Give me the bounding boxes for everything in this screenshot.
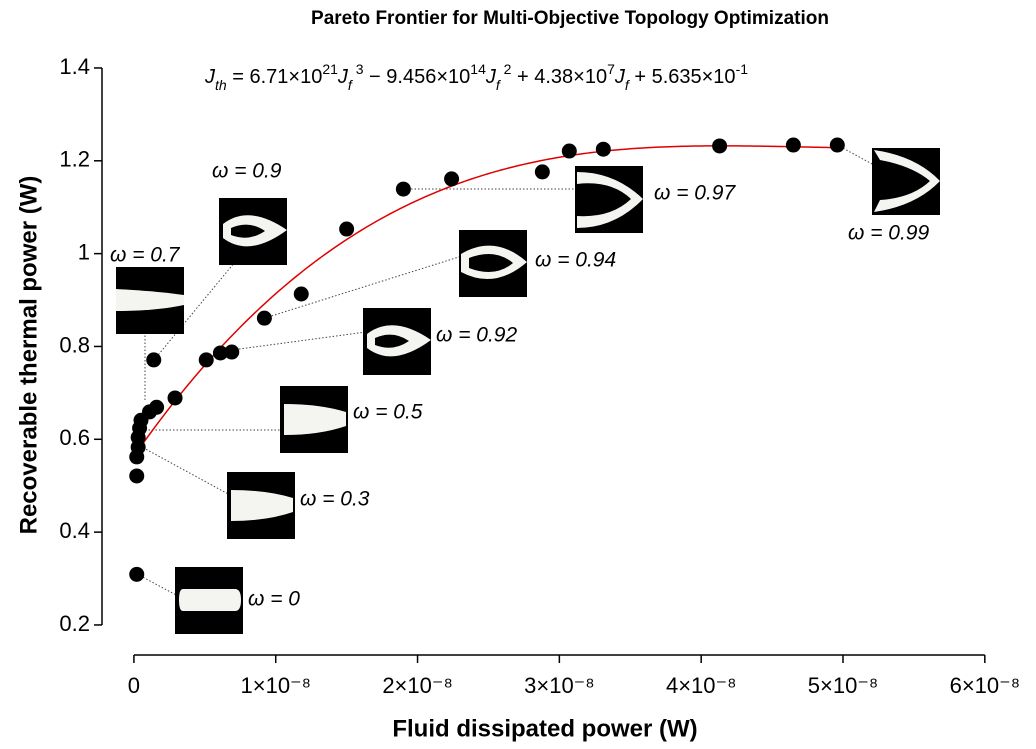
y-tick-label: 1.2 [59,147,90,172]
y-tick-label: 0.2 [59,611,90,636]
data-point [168,390,183,405]
equation-part: − 9.456×10 [364,66,471,88]
connector [232,332,366,350]
annotation: ω = 0.7 [110,244,181,267]
data-point [294,287,309,302]
data-point [129,567,144,582]
equation-part: 2 [500,61,512,77]
data-point [444,171,459,186]
data-point [224,345,239,360]
equation-part: f [496,77,502,93]
x-tick-label: 6×10⁻⁸ [950,673,1020,698]
x-tick-label: 0 [128,673,140,698]
data-point [257,311,272,326]
x-tick-label: 5×10⁻⁸ [808,673,878,698]
inset-image [459,230,527,297]
data-point [146,352,161,367]
equation-part: = 6.71×10 [227,66,323,88]
inset-image [175,567,243,634]
inset-image [116,267,184,334]
x-tick-label: 1×10⁻⁸ [241,673,311,698]
y-axis-label: Recoverable thermal power (W) [15,176,42,535]
annotation: ω = 0.97 [654,182,736,205]
x-axis-label: Fluid dissipated power (W) [392,715,697,742]
data-point [396,182,411,197]
inset-image [363,308,431,375]
data-point [712,138,727,153]
data-point [149,400,164,415]
data-point [129,468,144,483]
y-tick-label: 0.4 [59,518,90,543]
y-tick-label: 0.8 [59,332,90,357]
annotation: ω = 0.5 [353,401,423,424]
x-tick-label: 3×10⁻⁸ [524,673,594,698]
annotation: ω = 0 [248,588,300,611]
equation-part: 7 [607,61,615,77]
inset-image [575,166,643,233]
data-point [830,138,845,153]
chart: Pareto Frontier for Multi-Objective Topo… [0,0,1036,749]
inset-image [280,386,348,453]
x-tick-label: 4×10⁻⁸ [666,673,736,698]
y-tick-label: 0.6 [59,425,90,450]
inset-image [219,198,287,265]
connector [140,446,230,495]
annotation: ω = 0.3 [300,488,370,511]
annotation: ω = 0.92 [436,324,517,347]
inset-image [872,148,940,215]
equation-part: f [348,77,354,93]
data-point [786,138,801,153]
equation: Jth = 6.71×1021Jf 3 − 9.456×1014Jf 2 + 4… [204,61,748,93]
data-point [339,222,354,237]
data-point [596,142,611,157]
equation-part: -1 [736,61,749,77]
fit-curve [134,146,843,456]
equation-part: 3 [352,61,364,77]
chart-title: Pareto Frontier for Multi-Objective Topo… [311,8,829,29]
equation-part: + 4.38×10 [511,66,607,88]
inset-image [227,472,295,539]
x-tick-label: 2×10⁻⁸ [382,673,452,698]
y-tick-label: 1 [78,239,90,264]
equation-part: + 5.635×10 [629,66,736,88]
data-point [199,352,214,367]
data-point [562,144,577,159]
equation-part: 21 [322,61,338,77]
y-tick-label: 1.4 [59,54,90,79]
inset-shape [179,589,241,611]
data-point [535,164,550,179]
equation-part: th [215,77,227,93]
annotation: ω = 0.99 [848,222,929,245]
annotation: ω = 0.9 [212,160,282,183]
equation-part: 14 [470,61,486,77]
annotation: ω = 0.94 [535,249,616,272]
